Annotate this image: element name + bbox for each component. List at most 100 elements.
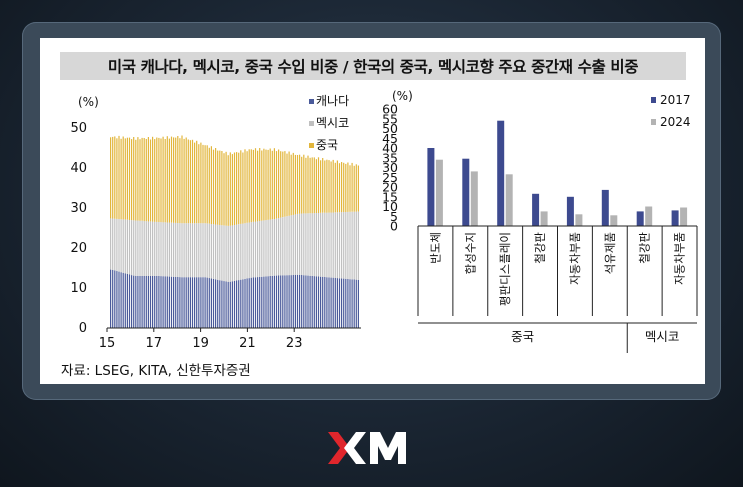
area-stripe (206, 145, 208, 224)
area-stripe (324, 160, 326, 213)
area-stripe (265, 149, 267, 221)
area-stripe (231, 281, 233, 328)
area-stripe (273, 148, 275, 219)
area-stripe (204, 145, 206, 224)
area-stripe (332, 212, 334, 278)
area-stripe (252, 149, 254, 222)
area-stripe (347, 279, 349, 328)
area-stripe (175, 137, 177, 223)
area-stripe (236, 280, 238, 328)
area-stripe (311, 213, 313, 276)
area-stripe (206, 277, 208, 328)
area-stripe (294, 154, 296, 215)
area-stripe (299, 213, 301, 275)
area-stripe (324, 212, 326, 277)
bar-2017 (462, 158, 470, 226)
area-stripe (166, 136, 168, 223)
area-stripe (202, 277, 204, 328)
area-stripe (305, 157, 307, 214)
area-stripe (128, 274, 131, 328)
area-stripe (357, 211, 359, 280)
area-stripe (292, 214, 294, 275)
area-stripe (114, 270, 116, 328)
area-stripe (126, 137, 128, 220)
area-stripe (175, 276, 177, 328)
area-stripe (267, 149, 269, 220)
area-stripe (110, 269, 112, 328)
area-stripe (179, 277, 181, 328)
left-y-tick: 10 (70, 281, 87, 296)
area-stripe (126, 273, 128, 328)
area-stripe (320, 160, 322, 213)
area-stripe (173, 222, 175, 277)
left-y-tick: 0 (79, 321, 87, 336)
area-stripe (198, 277, 200, 328)
area-stripe (311, 275, 313, 328)
right-y-tick: 45 (382, 131, 398, 146)
left-legend-swatch (309, 121, 314, 126)
area-stripe (158, 137, 160, 222)
area-stripe (177, 277, 179, 328)
area-stripe (124, 219, 126, 274)
area-stripe (263, 220, 265, 277)
area-stripe (244, 223, 246, 279)
area-stripe (225, 281, 227, 328)
area-stripe (307, 275, 309, 328)
bar-2017 (427, 148, 435, 226)
area-stripe (170, 136, 173, 223)
area-stripe (278, 275, 280, 328)
area-stripe (328, 277, 330, 328)
area-stripe (231, 154, 233, 226)
area-stripe (349, 165, 351, 212)
area-stripe (219, 280, 221, 328)
area-stripe (191, 277, 194, 328)
area-stripe (215, 279, 217, 328)
area-stripe (131, 139, 133, 221)
area-stripe (338, 163, 341, 213)
right-y-tick: 35 (382, 150, 398, 165)
area-stripe (282, 217, 284, 276)
area-stripe (238, 280, 240, 328)
area-stripe (305, 275, 307, 328)
area-stripe (206, 223, 208, 278)
area-stripe (299, 274, 301, 328)
area-stripe (288, 275, 290, 328)
area-stripe (112, 218, 114, 270)
left-y-unit: (%) (78, 95, 99, 109)
area-stripe (141, 220, 143, 276)
area-stripe (187, 223, 189, 278)
area-stripe (160, 222, 162, 277)
area-stripe (265, 220, 267, 277)
area-stripe (238, 224, 240, 281)
area-stripe (116, 138, 118, 219)
bar-2024 (540, 211, 548, 226)
area-stripe (114, 136, 116, 219)
area-stripe (183, 223, 185, 278)
area-stripe (351, 279, 353, 328)
area-stripe (128, 219, 131, 275)
area-stripe (137, 276, 139, 328)
area-stripe (292, 152, 294, 215)
area-stripe (355, 279, 357, 328)
area-stripe (200, 277, 202, 328)
area-stripe (246, 151, 248, 223)
area-stripe (328, 212, 330, 278)
area-stripe (187, 277, 189, 328)
area-stripe (177, 136, 179, 223)
area-stripe (326, 277, 328, 328)
bar-2024 (435, 159, 443, 226)
area-stripe (311, 157, 313, 214)
area-stripe (303, 213, 305, 276)
area-stripe (345, 278, 347, 328)
area-stripe (139, 276, 141, 328)
area-stripe (173, 137, 175, 223)
area-stripe (133, 137, 135, 221)
area-stripe (126, 219, 128, 274)
area-stripe (282, 151, 284, 218)
area-stripe (317, 276, 320, 328)
area-stripe (233, 152, 236, 225)
area-stripe (282, 275, 284, 328)
area-stripe (355, 164, 357, 212)
